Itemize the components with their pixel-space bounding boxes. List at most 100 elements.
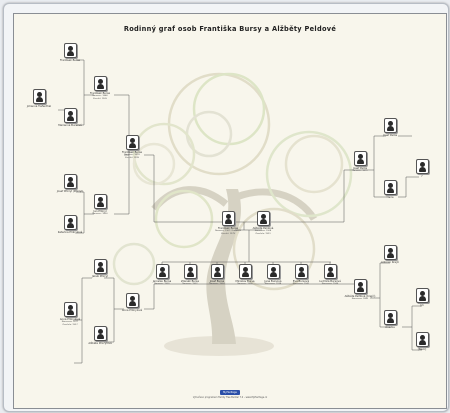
avatar-icon xyxy=(183,264,197,279)
person-card-mar-bursa[interactable]: Marianna Bursová xyxy=(50,108,90,127)
person-details: Narozen: 1934 xyxy=(209,283,225,286)
person-name: Kateřina Přikrylová xyxy=(57,231,83,234)
person-card-child7[interactable]: Ludmila Bursová Narozena: 1944 xyxy=(310,264,350,286)
person-details: Narozena: 1908 Zemřela: 1991 xyxy=(254,230,272,235)
person-name: ? xyxy=(421,175,423,178)
person-card-fr-bursa[interactable]: František Bursa Narozen: 1848 Zemřel: 190… xyxy=(80,76,120,100)
avatar-icon xyxy=(221,211,235,226)
person-card-f-bursa[interactable]: František Bursa Narozen: 1874 Zemřel: 193… xyxy=(112,135,152,159)
avatar-icon xyxy=(294,264,308,279)
person-name: Alžběta Peldová xyxy=(252,227,274,230)
person-card-anna-gf[interactable]: Anna Přikrylová xyxy=(112,293,152,312)
myheritage-logo[interactable]: MyHeritage xyxy=(220,390,240,395)
avatar-icon xyxy=(155,264,169,279)
family-tree-chart: Rodinný graf osob Františka Bursy a Alžb… xyxy=(13,13,447,409)
person-name: František Bursa xyxy=(121,151,143,154)
avatar-icon xyxy=(93,194,107,209)
person-name: Marie xyxy=(386,196,394,199)
person-name: Josef Bursa xyxy=(209,280,225,283)
avatar-icon xyxy=(383,180,397,195)
person-card-josef-pf[interactable]: Josef Přikryl (Přikryl) xyxy=(50,174,90,193)
avatar-icon xyxy=(353,279,367,294)
person-card-child5[interactable]: Jana Bursová Narozena: 1938 xyxy=(253,264,293,286)
person-details: Narozen: 1875 xyxy=(352,170,368,173)
avatar-icon xyxy=(256,211,270,226)
person-details: Narozena: 1938 xyxy=(264,283,282,286)
person-name: Josef Pelda xyxy=(382,134,398,137)
person-details: Narozen: 1932 xyxy=(182,283,198,286)
person-name: Marianna Bursová xyxy=(58,124,82,127)
person-name: Jaroslav Bursa xyxy=(152,280,172,283)
person-card-fb-main[interactable]: František Bursa Narozen: 1907, Kroměříž Z… xyxy=(208,211,248,235)
person-card-child2[interactable]: Zdeněk Bursa Narozen: 1932 xyxy=(170,264,210,286)
avatar-icon xyxy=(238,264,252,279)
person-card-krejci-gm[interactable]: Anežka xyxy=(370,310,410,329)
person-name: Josef Pelda xyxy=(352,167,368,170)
avatar-icon xyxy=(93,326,107,341)
person-card-lg2[interactable]: Alžběta Přikrylová xyxy=(80,326,120,345)
avatar-icon xyxy=(383,245,397,260)
person-details: Narozen: 1874 Zemřel: 1939 xyxy=(124,154,140,159)
person-card-pelda-gf[interactable]: Josef Pelda xyxy=(370,118,410,137)
person-card-child6[interactable]: Eva Bursová Narozena: 1941 xyxy=(281,264,321,286)
person-name: Anna Přikrylová xyxy=(121,309,143,312)
avatar-icon xyxy=(93,76,107,91)
avatar-icon xyxy=(266,264,280,279)
person-card-lg1[interactable]: Jakub Přikryl xyxy=(80,259,120,278)
person-name: Jakub Přikryl xyxy=(91,275,109,278)
avatar-icon xyxy=(415,332,429,347)
person-details: Narozen: 1850 xyxy=(92,213,108,216)
window-frame: Rodinný graf osob Františka Bursy a Alžb… xyxy=(3,3,449,412)
person-name: Frantisek Bursa xyxy=(59,59,81,62)
avatar-icon xyxy=(415,288,429,303)
person-card-pelda-ggf[interactable]: ? xyxy=(402,159,442,178)
person-name: Johanna Tiefenthal xyxy=(26,105,52,108)
person-name: Jan Přikryl xyxy=(93,210,107,213)
person-details: Narozena: 1941 xyxy=(292,283,310,286)
avatar-icon xyxy=(323,264,337,279)
person-name: Miroslav Bursa xyxy=(235,280,255,283)
person-details: Narozen: 1848 Zemřel: 1905 xyxy=(92,95,108,100)
avatar-icon xyxy=(415,159,429,174)
person-details: Narozena: 1944 xyxy=(321,283,339,286)
person-details: Narozen: 1907, Kroměříž Zemřel: 1979 xyxy=(215,230,241,235)
person-card-jan-pf[interactable]: Jan Přikryl Narozen: 1850 xyxy=(80,194,120,216)
avatar-icon xyxy=(63,215,77,230)
person-card-krejci-gf[interactable]: Antonín Krejčí xyxy=(370,245,410,264)
person-card-child1[interactable]: Jaroslav Bursa Narozen: 1930 xyxy=(142,264,182,286)
avatar-icon xyxy=(210,264,224,279)
avatar-icon xyxy=(93,259,107,274)
person-card-pelda-f[interactable]: Josef Pelda Narozen: 1875 xyxy=(340,151,380,173)
footer-credit: Vytvořeno programem Family Tree Builder … xyxy=(192,396,268,399)
person-card-fr-ggf[interactable]: Frantisek Bursa xyxy=(50,43,90,62)
avatar-icon xyxy=(63,108,77,123)
person-card-johanna[interactable]: Johanna Tiefenthal xyxy=(19,89,59,108)
chart-title: Rodinný graf osob Františka Bursy a Alžb… xyxy=(123,25,337,33)
person-name: Alžběta Přikrylová xyxy=(88,342,112,345)
person-details: Narozen: 1936 xyxy=(237,283,253,286)
person-name: Jana Bursová xyxy=(264,280,282,283)
person-card-pelda-m[interactable]: Alžběta Peldová (Krejčí) Narozena: 1882 xyxy=(340,279,380,301)
avatar-icon xyxy=(125,135,139,150)
avatar-icon xyxy=(383,118,397,133)
person-card-child4[interactable]: Miroslav Bursa Narozen: 1936 xyxy=(225,264,265,286)
person-card-cath[interactable]: Kateřina Přikrylová xyxy=(50,215,90,234)
person-card-krejci-gg1[interactable]: Jiří xyxy=(402,288,442,307)
person-name: František Bursa xyxy=(217,227,239,230)
person-card-pelda-gm[interactable]: Marie xyxy=(370,180,410,199)
avatar-icon xyxy=(125,293,139,308)
person-name: Ludmila Bursová xyxy=(319,280,341,283)
person-name: Jiří xyxy=(420,304,424,307)
avatar-icon xyxy=(353,151,367,166)
avatar-icon xyxy=(32,89,46,104)
person-name: Anna Přikrylová xyxy=(59,318,81,321)
avatar-icon xyxy=(63,43,77,58)
person-card-child3[interactable]: Josef Bursa Narozen: 1934 xyxy=(197,264,237,286)
person-card-krejci-gg2[interactable]: [Nezn] xyxy=(402,332,442,351)
person-name: Alžběta Peldová (Krejčí) xyxy=(344,295,376,298)
person-card-ap-main[interactable]: Alžběta Peldová Narozena: 1908 Zemřela: 1… xyxy=(243,211,283,235)
person-name: Anežka xyxy=(385,326,395,329)
person-card-a-pf[interactable]: Anna Přikrylová Narozena: 1877 Zemřela: 1… xyxy=(50,302,90,326)
person-name: Zdeněk Bursa xyxy=(180,280,200,283)
person-details: Narozena: 1877 Zemřela: 1957 xyxy=(61,321,79,326)
